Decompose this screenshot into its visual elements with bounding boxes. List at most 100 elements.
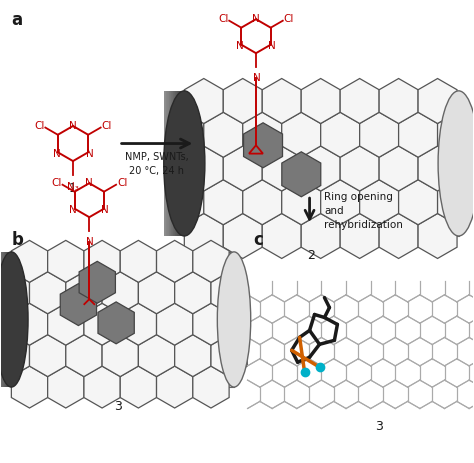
Bar xyxy=(399,92,405,237)
Bar xyxy=(183,92,184,237)
Bar xyxy=(52,252,57,387)
Bar xyxy=(181,92,182,237)
Polygon shape xyxy=(11,366,48,408)
Text: N: N xyxy=(85,178,93,188)
Text: Cl: Cl xyxy=(117,178,128,188)
Bar xyxy=(170,92,171,237)
Polygon shape xyxy=(379,214,418,259)
Bar xyxy=(152,252,157,387)
Bar xyxy=(30,252,35,387)
Bar xyxy=(372,92,377,237)
Polygon shape xyxy=(321,181,360,225)
Bar xyxy=(176,92,177,237)
Bar xyxy=(41,252,46,387)
Polygon shape xyxy=(102,335,138,377)
Bar xyxy=(381,92,386,237)
Text: b: b xyxy=(11,231,23,249)
Bar xyxy=(171,92,173,237)
Bar xyxy=(78,252,83,387)
Bar xyxy=(145,252,150,387)
Bar xyxy=(244,92,249,237)
Polygon shape xyxy=(156,241,193,283)
Bar xyxy=(166,92,168,237)
Polygon shape xyxy=(66,335,102,377)
Bar xyxy=(180,92,181,237)
Polygon shape xyxy=(60,284,97,326)
Polygon shape xyxy=(204,181,243,225)
Polygon shape xyxy=(120,241,156,283)
Bar xyxy=(37,252,42,387)
Bar xyxy=(184,92,459,237)
Text: 3: 3 xyxy=(114,399,122,412)
Bar xyxy=(34,252,38,387)
Bar xyxy=(202,92,208,237)
Polygon shape xyxy=(11,304,48,345)
Bar xyxy=(164,92,165,237)
Polygon shape xyxy=(204,113,243,158)
Polygon shape xyxy=(282,152,321,197)
Polygon shape xyxy=(301,214,340,259)
Bar xyxy=(413,92,419,237)
Polygon shape xyxy=(48,241,84,283)
Bar xyxy=(172,92,173,237)
Ellipse shape xyxy=(0,252,28,387)
Polygon shape xyxy=(340,147,379,192)
Bar xyxy=(299,92,304,237)
Bar xyxy=(285,92,291,237)
Bar xyxy=(173,92,174,237)
Bar xyxy=(165,92,166,237)
Bar xyxy=(177,92,178,237)
Polygon shape xyxy=(399,113,438,158)
Bar xyxy=(262,92,268,237)
Bar xyxy=(248,92,254,237)
Bar xyxy=(169,92,171,237)
Bar xyxy=(253,92,258,237)
Bar xyxy=(168,92,169,237)
Bar xyxy=(280,92,286,237)
Polygon shape xyxy=(301,79,340,124)
Bar xyxy=(182,92,183,237)
Bar xyxy=(180,92,182,237)
Bar xyxy=(177,92,179,237)
Text: N: N xyxy=(101,205,109,215)
Bar xyxy=(2,252,3,387)
Bar xyxy=(321,92,327,237)
Bar xyxy=(134,252,138,387)
Bar xyxy=(26,252,31,387)
Bar xyxy=(60,252,64,387)
Polygon shape xyxy=(193,366,229,408)
Bar xyxy=(290,92,295,237)
Bar xyxy=(354,92,359,237)
Polygon shape xyxy=(223,214,262,259)
Bar xyxy=(418,92,423,237)
Text: a: a xyxy=(11,11,22,29)
Polygon shape xyxy=(0,272,29,314)
Polygon shape xyxy=(138,335,175,377)
Bar xyxy=(9,252,11,387)
Bar xyxy=(130,252,135,387)
Text: N: N xyxy=(236,41,244,51)
Text: N: N xyxy=(69,120,77,131)
Bar xyxy=(45,252,49,387)
Polygon shape xyxy=(438,113,474,158)
Text: N₃: N₃ xyxy=(67,182,79,192)
Bar xyxy=(335,92,341,237)
Polygon shape xyxy=(165,113,204,158)
Bar xyxy=(436,92,441,237)
Polygon shape xyxy=(399,181,438,225)
Polygon shape xyxy=(156,366,193,408)
Polygon shape xyxy=(193,304,229,345)
Polygon shape xyxy=(418,214,457,259)
Text: Cl: Cl xyxy=(283,14,294,24)
Bar xyxy=(390,92,396,237)
Text: Cl: Cl xyxy=(34,121,45,131)
Bar xyxy=(404,92,410,237)
Polygon shape xyxy=(48,366,84,408)
Bar xyxy=(376,92,382,237)
Bar xyxy=(257,92,263,237)
Bar xyxy=(204,252,209,387)
Bar xyxy=(431,92,437,237)
Bar xyxy=(326,92,332,237)
Bar xyxy=(174,252,179,387)
Polygon shape xyxy=(379,79,418,124)
